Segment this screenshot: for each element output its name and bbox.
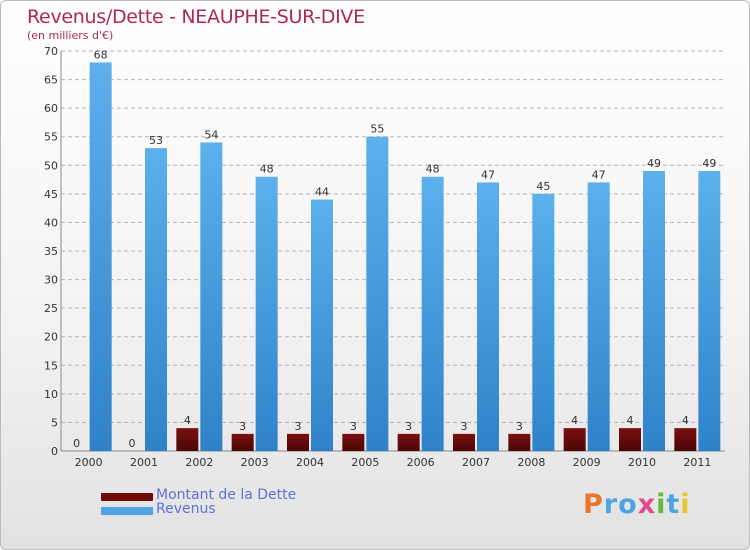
- x-tick-label: 2006: [407, 456, 435, 469]
- bar-dette: [231, 433, 254, 451]
- logo-letter: o: [618, 489, 638, 520]
- data-label: 44: [315, 186, 329, 199]
- bar-revenus: [311, 199, 333, 451]
- data-label: 4: [571, 414, 578, 427]
- y-tick-label: 10: [44, 388, 58, 401]
- legend-swatch-dette: [101, 493, 153, 501]
- data-label: 49: [702, 157, 716, 170]
- bar-revenus: [255, 176, 278, 451]
- data-label: 48: [260, 163, 274, 176]
- data-label: 49: [647, 157, 661, 170]
- legend-label-dette: Montant de la Dette: [156, 487, 297, 503]
- logo-letter: t: [666, 489, 681, 520]
- y-tick-label: 35: [44, 245, 58, 258]
- x-tick-label: 2011: [683, 456, 711, 469]
- data-label: 48: [426, 163, 440, 176]
- x-tick-label: 2004: [296, 456, 324, 469]
- data-label: 0: [73, 437, 80, 450]
- y-tick-label: 70: [44, 45, 58, 58]
- bar-dette: [619, 428, 641, 451]
- bar-revenus: [89, 62, 112, 452]
- data-label: 4: [627, 414, 634, 427]
- data-label: 53: [149, 134, 163, 147]
- data-label: 68: [94, 48, 108, 61]
- data-label: 3: [516, 420, 523, 433]
- logo-letter: i: [656, 489, 667, 520]
- x-tick-label: 2000: [75, 456, 103, 469]
- x-tick-label: 2001: [130, 456, 158, 469]
- x-tick-label: 2003: [241, 456, 269, 469]
- bar-revenus: [145, 148, 167, 451]
- chart-subtitle: (en milliers d'€): [27, 29, 114, 42]
- bar-revenus: [200, 142, 223, 451]
- y-tick-label: 45: [44, 188, 58, 201]
- logo-letter: P: [583, 489, 604, 520]
- data-label: 3: [461, 420, 468, 433]
- bar-revenus: [477, 182, 499, 451]
- data-label: 45: [536, 180, 550, 193]
- y-tick-label: 30: [44, 274, 58, 287]
- bar-revenus: [366, 136, 389, 451]
- logo-letter: i: [680, 489, 691, 520]
- y-tick-label: 15: [44, 359, 58, 372]
- logo-letter: r: [603, 489, 619, 520]
- logo-letter: x: [637, 489, 657, 520]
- bar-dette: [397, 433, 420, 451]
- x-tick-label: 2010: [628, 456, 656, 469]
- bar-revenus: [698, 171, 721, 451]
- y-tick-label: 40: [44, 216, 58, 229]
- legend-label-revenus: Revenus: [156, 501, 216, 517]
- x-tick-label: 2009: [573, 456, 601, 469]
- y-tick-label: 25: [44, 302, 58, 315]
- x-tick-label: 2008: [517, 456, 545, 469]
- legend-swatch-revenus: [101, 507, 153, 515]
- data-label: 3: [295, 420, 302, 433]
- bar-dette: [176, 428, 199, 451]
- bar-revenus: [421, 176, 444, 451]
- data-label: 47: [592, 168, 606, 181]
- y-tick-label: 50: [44, 159, 58, 172]
- data-label: 55: [370, 123, 384, 136]
- data-label: 4: [682, 414, 689, 427]
- bar-dette: [674, 428, 697, 451]
- y-tick-label: 65: [44, 74, 58, 87]
- data-label: 4: [184, 414, 191, 427]
- bar-dette: [508, 433, 531, 451]
- bar-dette: [453, 433, 475, 451]
- y-tick-label: 55: [44, 131, 58, 144]
- data-label: 3: [239, 420, 246, 433]
- data-label: 3: [350, 420, 357, 433]
- data-label: 54: [204, 128, 218, 141]
- bar-revenus: [587, 182, 610, 451]
- data-label: 0: [129, 437, 136, 450]
- y-tick-label: 60: [44, 102, 58, 115]
- x-tick-label: 2005: [351, 456, 379, 469]
- y-tick-label: 5: [51, 416, 58, 429]
- proxiti-logo: Proxiti: [583, 489, 691, 520]
- data-label: 3: [405, 420, 412, 433]
- bar-dette: [287, 433, 309, 451]
- x-tick-label: 2002: [185, 456, 213, 469]
- bar-dette: [342, 433, 365, 451]
- data-label: 47: [481, 168, 495, 181]
- chart-title: Revenus/Dette - NEAUPHE-SUR-DIVE: [27, 6, 365, 28]
- bar-revenus: [532, 193, 555, 451]
- x-tick-label: 2007: [462, 456, 490, 469]
- y-tick-label: 20: [44, 331, 58, 344]
- bar-revenus: [643, 171, 665, 451]
- bar-dette: [563, 428, 586, 451]
- y-tick-label: 0: [51, 445, 58, 458]
